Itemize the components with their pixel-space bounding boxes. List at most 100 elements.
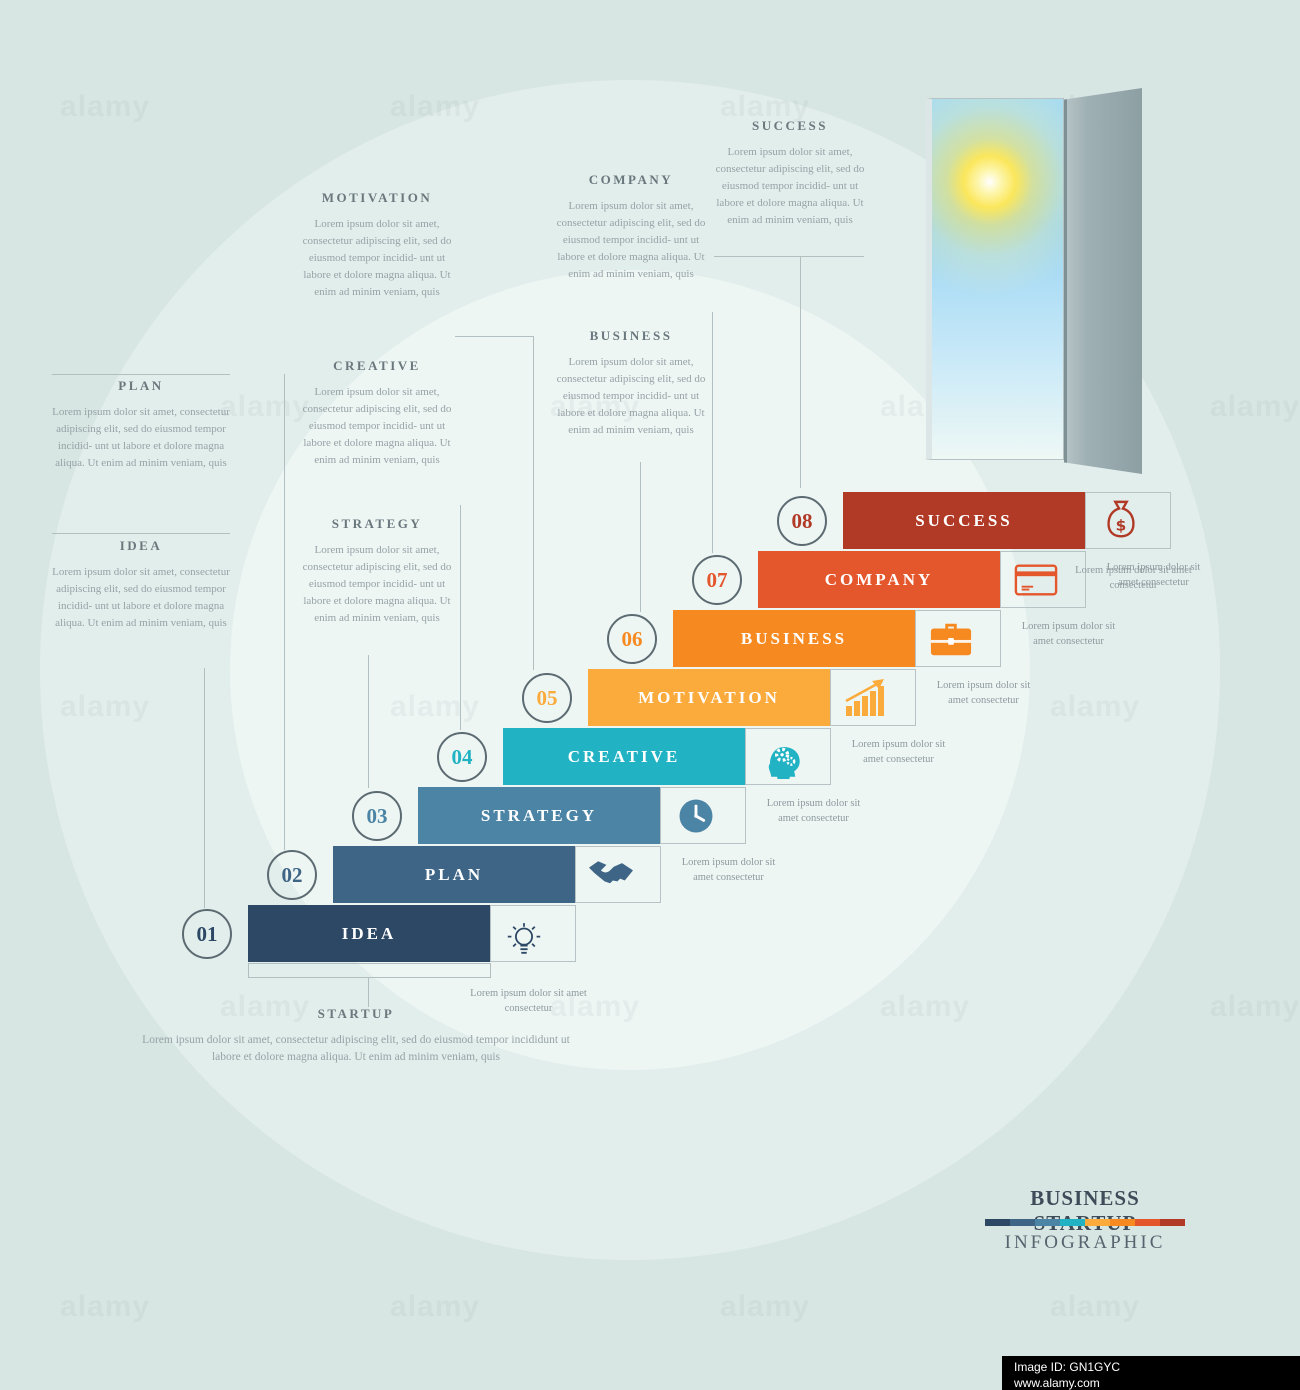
step-success: SUCCESS 08 $ Lorem ipsum dolor sit amet … — [777, 492, 1192, 591]
note-title: MOTIVATION — [321, 190, 433, 205]
step-number-circle: 08 — [777, 496, 827, 546]
note-startup: STARTUP Lorem ipsum dolor sit amet, cons… — [140, 1006, 572, 1067]
alamy-watermark: alamy — [720, 1290, 811, 1323]
door-panel — [1064, 88, 1142, 474]
note-title: COMPANY — [588, 172, 674, 187]
step-caption: Lorem ipsum dolor sit amet consectetur — [470, 988, 587, 1014]
step-bar: STRATEGY — [418, 787, 660, 844]
alamy-watermark: alamy — [390, 90, 481, 123]
connector-line — [712, 312, 713, 553]
step-label: PLAN — [424, 864, 484, 884]
step-bar: BUSINESS — [673, 610, 915, 667]
step-caption: Lorem ipsum dolor sit amet consectetur — [1075, 565, 1192, 591]
strip-segment — [1135, 1219, 1160, 1226]
alamy-watermark: alamy — [390, 690, 481, 723]
note-body: Lorem ipsum dolor sit amet, consectetur … — [52, 565, 230, 629]
strip-segment — [1160, 1219, 1185, 1226]
step-number-circle: 07 — [692, 555, 742, 605]
strip-segment — [1110, 1219, 1135, 1226]
briefcase-icon — [929, 617, 973, 661]
clock-icon — [674, 794, 718, 838]
step-bar: IDEA — [248, 905, 490, 962]
step-label: COMPANY — [824, 569, 934, 589]
connector-line — [640, 462, 641, 612]
note-body: Lorem ipsum dolor sit amet, consectetur … — [302, 217, 452, 298]
step-number-circle: 05 — [522, 673, 572, 723]
connector-line — [460, 505, 461, 730]
step-caption: Lorem ipsum dolor sit amet consectetur — [1021, 621, 1116, 647]
alamy-id-bar: Image ID: GN1GYC www.alamy.com — [1002, 1356, 1300, 1390]
step-tread-outline — [1085, 492, 1171, 549]
money-bag-icon: $ — [1099, 499, 1143, 543]
alamy-watermark: alamy — [1050, 690, 1141, 723]
alamy-watermark: alamy — [60, 90, 151, 123]
note-title: IDEA — [119, 538, 163, 553]
alamy-watermark: alamy — [1210, 390, 1300, 423]
step-bar: MOTIVATION — [588, 669, 830, 726]
alamy-watermark: alamy — [1210, 990, 1300, 1023]
handshake-icon — [589, 853, 633, 897]
step-tread-outline — [490, 905, 576, 962]
connector-line — [204, 668, 205, 908]
step-tread-outline — [660, 787, 746, 844]
step-number: 01 — [196, 921, 218, 946]
connector-line — [368, 977, 369, 1007]
step-number-circle: 01 — [182, 909, 232, 959]
connector-line — [284, 374, 285, 850]
step-number: 02 — [281, 862, 303, 887]
note-success: SUCCESS Lorem ipsum dolor sit amet, cons… — [714, 118, 866, 229]
strip-segment — [1085, 1219, 1110, 1226]
note-creative: CREATIVE Lorem ipsum dolor sit amet, con… — [298, 358, 456, 469]
note-strategy: STRATEGY Lorem ipsum dolor sit amet, con… — [298, 516, 456, 627]
step-strategy: STRATEGY 03 Lorem ipsum dolor sit amet c… — [352, 787, 860, 844]
strip-segment — [985, 1219, 1010, 1226]
note-business: BUSINESS Lorem ipsum dolor sit amet, con… — [553, 328, 709, 439]
alamy-watermark: alamy — [550, 390, 641, 423]
alamy-watermark: alamy — [220, 390, 311, 423]
connector-line — [800, 256, 801, 488]
step-idea: IDEA 01 Lorem ipsum dolor sit amet conse… — [182, 905, 587, 1014]
connector-line — [368, 655, 369, 788]
alamy-url-text: www.alamy.com — [1014, 1376, 1100, 1390]
alamy-watermark: alamy — [1050, 1290, 1141, 1323]
step-caption: Lorem ipsum dolor sit amet consectetur — [936, 680, 1031, 706]
footer-color-strip — [985, 1219, 1185, 1226]
head-gears-icon — [759, 735, 803, 779]
step-label: STRATEGY — [480, 805, 598, 825]
step-label: CREATIVE — [567, 746, 681, 766]
step-number: 07 — [706, 567, 728, 592]
growth-chart-icon — [844, 676, 888, 720]
footer-title: BUSINESS STARTUP — [1030, 1186, 1140, 1235]
doorway-sky-sun — [926, 98, 1064, 460]
step-label: BUSINESS — [740, 628, 848, 648]
note-title: SUCCESS — [751, 118, 829, 133]
step-tread-outline — [1000, 551, 1086, 608]
lightbulb-icon — [506, 921, 542, 963]
step-bar: COMPANY — [758, 551, 1000, 608]
note-title: STRATEGY — [331, 516, 423, 531]
connector-line — [52, 533, 230, 534]
note-idea: IDEA Lorem ipsum dolor sit amet, consect… — [52, 538, 230, 632]
step-caption: Lorem ipsum dolor sit amet consectetur — [766, 798, 861, 824]
step-plan: PLAN 02 Lorem ipsum dolor sit amet conse… — [267, 846, 775, 903]
step-number-circle: 03 — [352, 791, 402, 841]
strip-segment — [1060, 1219, 1085, 1226]
connector-line — [52, 374, 230, 375]
svg-text:$: $ — [1116, 517, 1127, 535]
step-number: 08 — [791, 508, 813, 533]
stair-base-outline — [248, 963, 491, 978]
image-id-text: Image ID: GN1GYC — [1014, 1360, 1121, 1374]
step-bar: CREATIVE — [503, 728, 745, 785]
alamy-watermark: alamy — [720, 90, 811, 123]
alamy-watermark: alamy — [390, 1290, 481, 1323]
note-body: Lorem ipsum dolor sit amet, consectetur … — [715, 145, 865, 226]
step-label: MOTIVATION — [638, 687, 780, 707]
footer-subtitle: INFOGRAPHIC — [1004, 1232, 1166, 1253]
note-motivation: MOTIVATION Lorem ipsum dolor sit amet, c… — [298, 190, 456, 301]
alamy-watermark: alamy — [220, 990, 311, 1023]
step-number: 03 — [366, 803, 388, 828]
step-caption: Lorem ipsum dolor sit amet consectetur — [1106, 562, 1201, 588]
step-number-circle: 02 — [267, 850, 317, 900]
step-tread-outline — [575, 846, 661, 903]
step-bar: SUCCESS — [843, 492, 1085, 549]
